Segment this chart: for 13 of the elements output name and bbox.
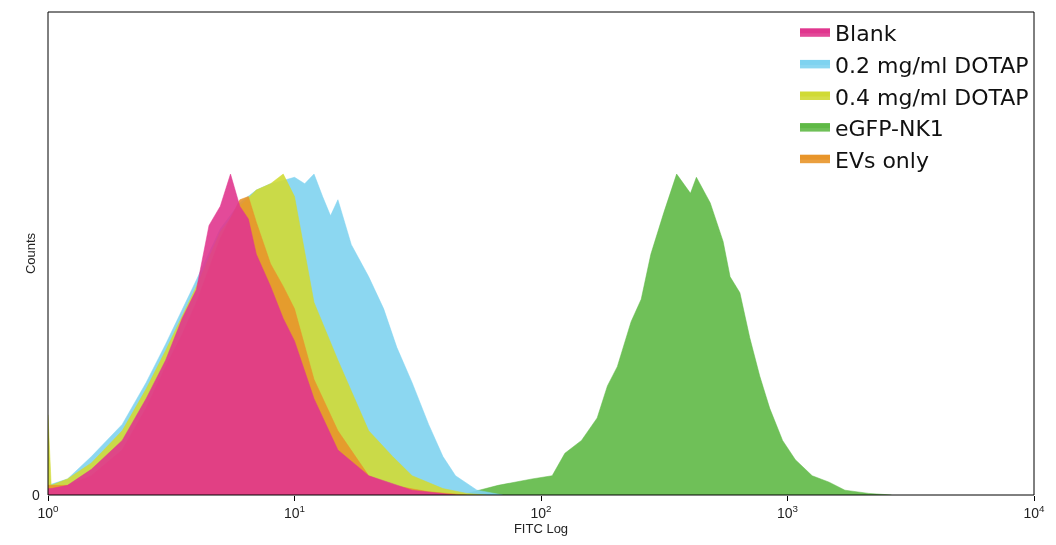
x-tick-label: 10$^{3}$ — [776, 502, 799, 521]
x-tick-label: 10$^{4}$ — [1023, 502, 1046, 521]
x-axis-title: FITC Log — [513, 520, 569, 536]
x-tick-label: 10$^{1}$ — [283, 502, 306, 521]
legend-label: Blank — [835, 21, 897, 47]
legend-label: 0.2 mg/ml DOTAP — [835, 52, 1029, 78]
x-tick-label: 10$^{0}$ — [37, 502, 60, 521]
legend-label: EVs only — [835, 147, 929, 173]
x-tick-label: 10$^{2}$ — [530, 502, 552, 521]
legend-label: 0.4 mg/ml DOTAP — [835, 84, 1029, 110]
text: 0 — [32, 487, 40, 503]
y-axis-title: Counts — [22, 232, 38, 275]
legend-label: eGFP-NK1 — [835, 116, 944, 142]
